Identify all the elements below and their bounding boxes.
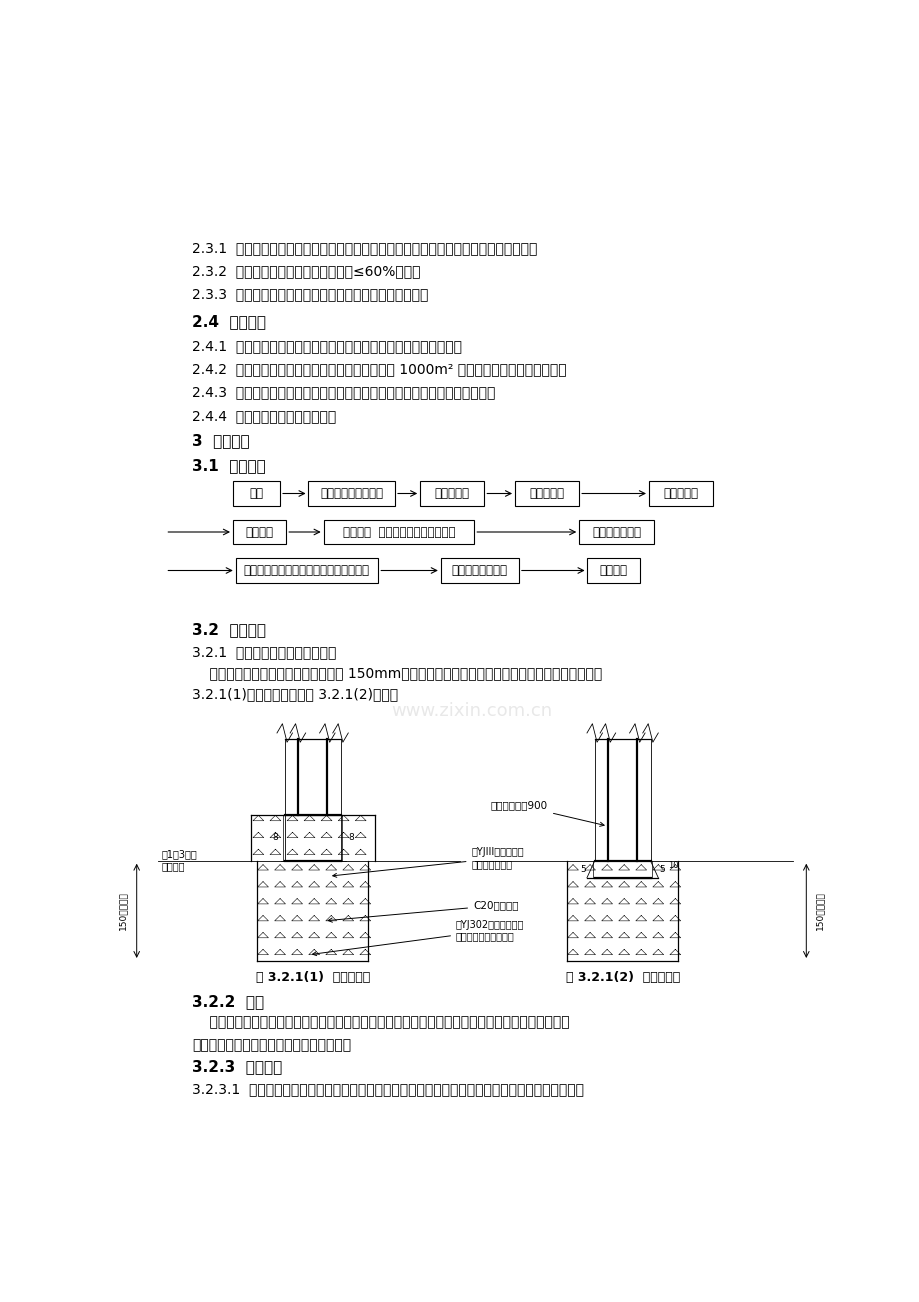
Bar [233,482,280,505]
Text: 抹1：3水泥
砂浆踢脚: 抹1：3水泥 砂浆踢脚 [162,849,197,871]
Text: 10: 10 [668,861,678,870]
Text: 安装支撑卡: 安装支撑卡 [528,487,563,500]
Text: 安装另一侧罩面板: 安装另一侧罩面板 [451,564,507,577]
Text: 安装一侧罩面板: 安装一侧罩面板 [592,526,641,539]
Text: 用YJIII型建筑粘结
剂粘结磨石踢脚: 用YJIII型建筑粘结 剂粘结磨石踢脚 [333,848,524,878]
Text: 2.3.3  已落实电、通讯、空调、采暖各专业协调配合问题。: 2.3.3 已落实电、通讯、空调、采暖各专业协调配合问题。 [192,288,428,301]
Text: 3.2  操作工艺: 3.2 操作工艺 [192,622,267,637]
Text: 150或按设计: 150或按设计 [815,892,823,930]
Text: 2.3.2  房间内达到一定干燥程度，湿度≤60%以下。: 2.3.2 房间内达到一定干燥程度，湿度≤60%以下。 [192,264,421,279]
Text: 填充、铺置保温、隔声岩棉、接线盒固定: 填充、铺置保温、隔声岩棉、接线盒固定 [244,564,369,577]
Text: 3  施工工艺: 3 施工工艺 [192,434,250,448]
Bar [308,482,394,505]
Text: 线龙骨安装: 线龙骨安装 [434,487,469,500]
Text: 3.2.3.1  安装沿顶、沿地龙骨：沿弹线位置用射钉或膨胀螺栓固定，龙骨对接应平直，一般固定点间: 3.2.3.1 安装沿顶、沿地龙骨：沿弹线位置用射钉或膨胀螺栓固定，龙骨对接应平… [192,1082,584,1096]
Text: 2.4.3  作业人员经过详尽的技术培训，技术交底和现场安全和文明施工教育。: 2.4.3 作业人员经过详尽的技术培训，技术交底和现场安全和文明施工教育。 [192,385,495,400]
Text: 沿地、沿顶龙骨安装: 沿地、沿顶龙骨安装 [320,487,382,500]
Text: 弹线: 弹线 [249,487,264,500]
Bar [233,519,286,544]
Text: 2.4.4  电工、焊工必须持证上岗。: 2.4.4 电工、焊工必须持证上岗。 [192,409,336,423]
Text: 门槛安装: 门槛安装 [245,526,273,539]
Text: 涂YJ302型界面处理剂
一道后即打混凝土墙基: 涂YJ302型界面处理剂 一道后即打混凝土墙基 [312,919,524,956]
Text: 8: 8 [348,833,354,842]
Text: 射钉固定中距900: 射钉固定中距900 [491,801,604,827]
Text: 图 3.2.1(1)  凸踢脚做法: 图 3.2.1(1) 凸踢脚做法 [255,971,369,984]
Text: 细部处理: 细部处理 [599,564,627,577]
Text: 3.2.2  弹线: 3.2.2 弹线 [192,993,265,1009]
Text: 150或按设计: 150或按设计 [119,892,127,930]
Text: 骨架验收  水、电、通管线隐蔽验收: 骨架验收 水、电、通管线隐蔽验收 [343,526,455,539]
Bar [515,482,578,505]
Text: 2.3.1  主体结构工程施工完，屋面防水施工完，楼、地面施工完，墙面、顶棚粗装修完。: 2.3.1 主体结构工程施工完，屋面防水施工完，楼、地面施工完，墙面、顶棚粗装修… [192,241,538,255]
Text: 2.4.1  一般应由轻锆隔断墙专业安装队伍的专业安装人员进行安装。: 2.4.1 一般应由轻锆隔断墙专业安装队伍的专业安装人员进行安装。 [192,340,462,354]
Text: C20素混凝土: C20素混凝土 [328,901,518,922]
Bar [578,519,653,544]
Bar [648,482,712,505]
Text: 5: 5 [580,865,585,874]
Bar [586,559,640,583]
Bar [440,559,518,583]
Text: 5: 5 [659,865,664,874]
Text: 3.1  工艺流程: 3.1 工艺流程 [192,458,266,473]
Bar [323,519,474,544]
Text: 3.2.3  固定龙骨: 3.2.3 固定龙骨 [192,1060,282,1074]
Text: 2.4  作业人员: 2.4 作业人员 [192,314,267,329]
Text: www.zixin.com.cn: www.zixin.com.cn [391,702,551,720]
Text: 8: 8 [272,833,278,842]
Text: 2.4.2  主要作业人员必须有过三项以上（或不少于 1000m² 以上）同类型工程作业经历。: 2.4.2 主要作业人员必须有过三项以上（或不少于 1000m² 以上）同类型工… [192,362,566,376]
Text: 按设计要求，在隔墙与上、下两侧基体相接处，弹出龙骨宽度的位置线，并按罩面板、长宽分档，: 按设计要求，在隔墙与上、下两侧基体相接处，弹出龙骨宽度的位置线，并按罩面板、长宽… [192,1014,570,1029]
Text: 3.2.1(1)和凹踢脚做法见图 3.2.1(2)两种。: 3.2.1(1)和凹踢脚做法见图 3.2.1(2)两种。 [192,687,398,702]
Text: 安装支撑卡: 安装支撑卡 [663,487,698,500]
Bar [419,482,483,505]
Bar [235,559,378,583]
Text: 支模、浇捣细石混凝土地枝带，高度 150mm，宽度根据踢脚做法而定，踢脚做法有凸踢脚做法见图: 支模、浇捣细石混凝土地枝带，高度 150mm，宽度根据踢脚做法而定，踢脚做法有凸… [192,667,602,680]
Text: 以确定竖向龙骨、横撑及附加龙骨的位置。: 以确定竖向龙骨、横撑及附加龙骨的位置。 [192,1038,351,1052]
Text: 3.2.1  做地枝带（设计有要求时）: 3.2.1 做地枝带（设计有要求时） [192,646,336,659]
Text: 图 3.2.1(2)  凹踢脚做法: 图 3.2.1(2) 凹踢脚做法 [565,971,679,984]
